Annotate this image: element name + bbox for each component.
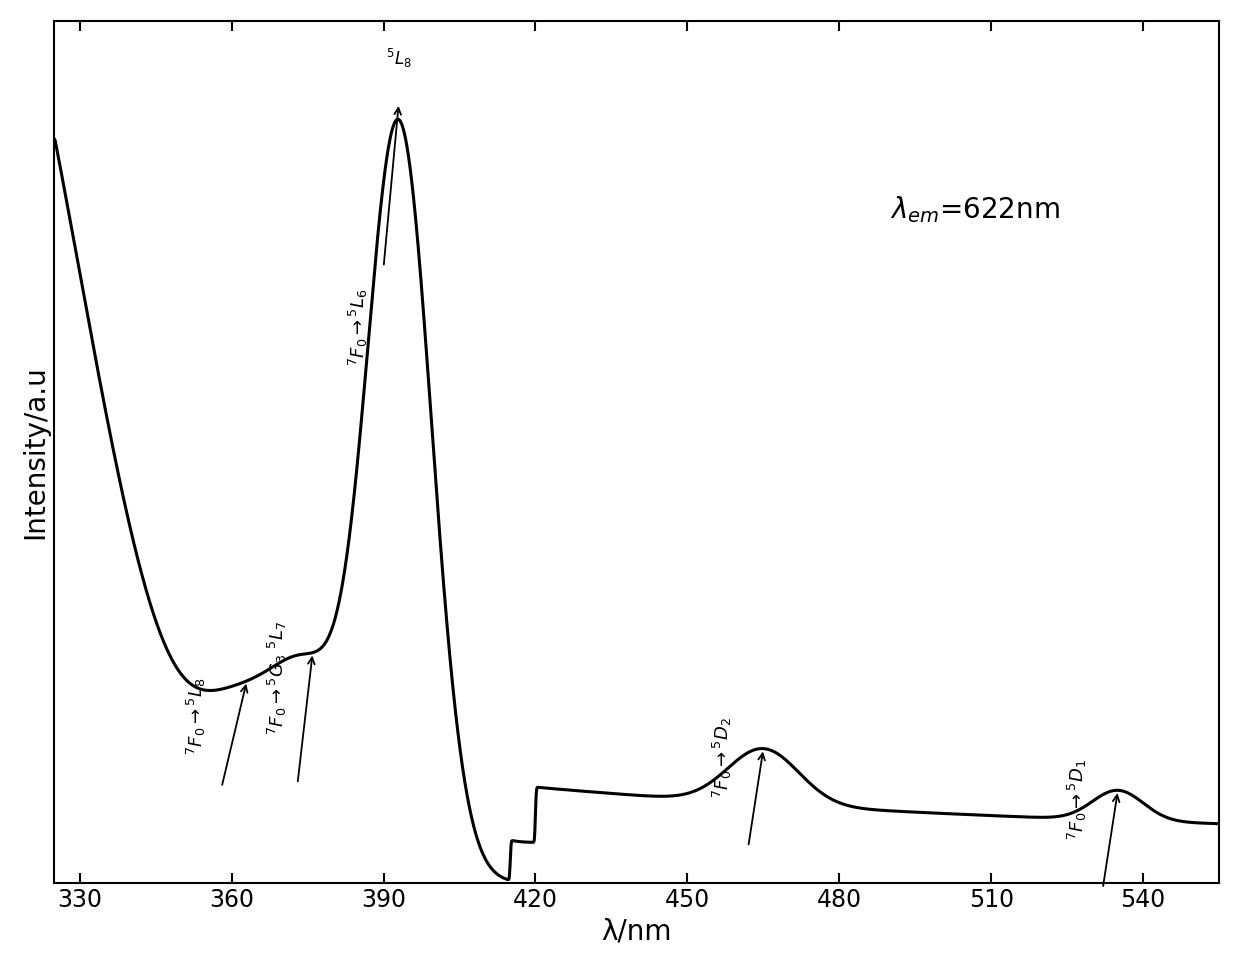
Text: $\lambda_{em}$=622nm: $\lambda_{em}$=622nm bbox=[890, 194, 1060, 225]
Text: $^5L_8$: $^5L_8$ bbox=[386, 47, 412, 71]
Text: $^7F_0{\to}^5L_6$: $^7F_0{\to}^5L_6$ bbox=[347, 288, 370, 366]
Text: $^7F_0{\to}^5D_2$: $^7F_0{\to}^5D_2$ bbox=[712, 717, 734, 798]
Y-axis label: Intensity/a.u: Intensity/a.u bbox=[21, 365, 48, 539]
Text: $^7F_0{\to}^5G_3\ ^5L_7$: $^7F_0{\to}^5G_3\ ^5L_7$ bbox=[265, 620, 289, 735]
Text: $^7F_0{\to}^5D_1$: $^7F_0{\to}^5D_1$ bbox=[1066, 758, 1089, 839]
X-axis label: λ/nm: λ/nm bbox=[601, 917, 672, 945]
Text: $^7F_0{\to}^5L_8$: $^7F_0{\to}^5L_8$ bbox=[185, 677, 208, 754]
